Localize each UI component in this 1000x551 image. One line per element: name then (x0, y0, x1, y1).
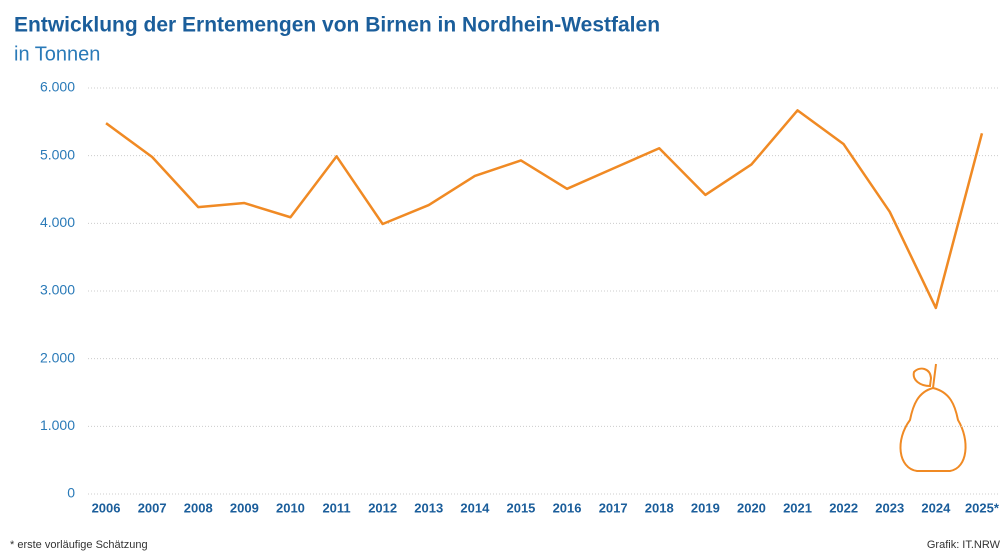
x-tick-label: 2018 (645, 500, 674, 515)
y-tick-label: 1.000 (40, 417, 75, 433)
x-tick-label: 2016 (553, 500, 582, 515)
source: Grafik: IT.NRW (927, 539, 1000, 551)
y-tick-label: 3.000 (40, 282, 75, 298)
y-tick-label: 2.000 (40, 349, 75, 365)
x-tick-label: 2015 (506, 500, 535, 515)
x-tick-label: 2019 (691, 500, 720, 515)
y-tick-label: 4.000 (40, 214, 75, 230)
x-tick-label: 2008 (184, 500, 213, 515)
x-tick-label: 2025* (965, 500, 1000, 515)
x-tick-label: 2013 (414, 500, 443, 515)
x-tick-label: 2009 (230, 500, 259, 515)
x-tick-label: 2010 (276, 500, 305, 515)
x-tick-label: 2006 (92, 500, 121, 515)
y-tick-label: 5.000 (40, 146, 75, 162)
x-tick-label: 2012 (368, 500, 397, 515)
x-tick-label: 2017 (599, 500, 628, 515)
x-tick-label: 2020 (737, 500, 766, 515)
data-line (105, 109, 984, 310)
chart-title: Entwicklung der Erntemengen von Birnen i… (14, 14, 660, 37)
x-tick-label: 2023 (875, 500, 904, 515)
x-tick-label: 2024 (921, 500, 951, 515)
y-tick-label: 6.000 (40, 79, 75, 95)
x-tick-label: 2021 (783, 500, 812, 515)
chart-subtitle: in Tonnen (14, 43, 100, 65)
footnote: * erste vorläufige Schätzung (10, 539, 148, 551)
pear-icon (899, 363, 967, 472)
x-tick-label: 2022 (829, 500, 858, 515)
y-tick-label: 0 (67, 485, 75, 501)
x-tick-label: 2007 (138, 500, 167, 515)
x-tick-label: 2014 (460, 500, 490, 515)
x-tick-label: 2011 (322, 500, 350, 515)
